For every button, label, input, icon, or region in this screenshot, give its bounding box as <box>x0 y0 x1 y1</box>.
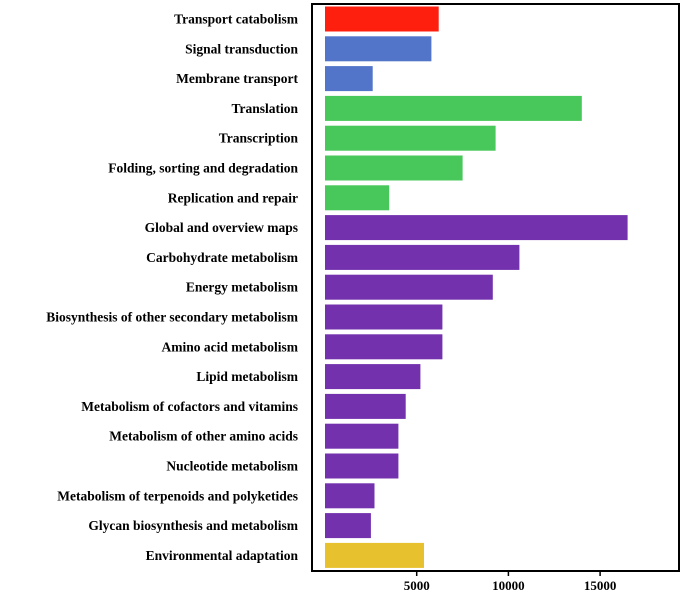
category-label: Transport catabolism <box>174 12 299 27</box>
category-label: Carbohydrate metabolism <box>146 250 299 265</box>
category-label: Amino acid metabolism <box>162 339 299 354</box>
x-tick-label: 10000 <box>492 578 525 593</box>
bar-12 <box>325 364 421 390</box>
bar-8 <box>325 244 520 270</box>
x-ticks-group: 5000 10000 15000 <box>404 571 617 593</box>
category-label: Lipid metabolism <box>196 369 298 384</box>
category-label: Translation <box>231 101 298 116</box>
bar-1 <box>325 36 432 62</box>
bar-14 <box>325 423 399 449</box>
bar-15 <box>325 453 399 479</box>
category-label: Global and overview maps <box>145 220 298 235</box>
bar-5 <box>325 155 463 181</box>
x-tick-label: 15000 <box>584 578 617 593</box>
bar-18 <box>325 542 424 568</box>
category-label: Metabolism of cofactors and vitamins <box>81 399 298 414</box>
category-label: Replication and repair <box>168 190 298 205</box>
category-label: Metabolism of terpenoids and polyketides <box>57 488 298 503</box>
category-label: Metabolism of other amino acids <box>109 429 298 444</box>
bar-2 <box>325 66 373 92</box>
plot-frame <box>311 3 680 572</box>
bar-16 <box>325 483 375 509</box>
bar-13 <box>325 393 406 419</box>
category-label: Nucleotide metabolism <box>166 459 298 474</box>
category-label: Membrane transport <box>176 71 298 86</box>
bar-4 <box>325 125 496 151</box>
bar-11 <box>325 334 443 360</box>
bar-6 <box>325 185 390 211</box>
bar-10 <box>325 304 443 330</box>
category-label: Transcription <box>219 131 299 146</box>
x-tick-label: 5000 <box>404 578 430 593</box>
category-label: Signal transduction <box>185 41 298 56</box>
category-label: Energy metabolism <box>186 280 299 295</box>
category-label: Glycan biosynthesis and metabolism <box>88 518 298 533</box>
bar-9 <box>325 274 493 300</box>
bar-3 <box>325 95 582 121</box>
bar-17 <box>325 513 371 539</box>
bars-group <box>325 6 628 568</box>
category-labels-group: Transport catabolism Signal transduction M… <box>46 12 299 563</box>
category-label: Biosynthesis of other secondary metaboli… <box>46 310 299 325</box>
bar-0 <box>325 6 439 32</box>
category-label: Environmental adaptation <box>146 548 299 563</box>
category-label: Folding, sorting and degradation <box>108 161 298 176</box>
bar-7 <box>325 215 628 241</box>
